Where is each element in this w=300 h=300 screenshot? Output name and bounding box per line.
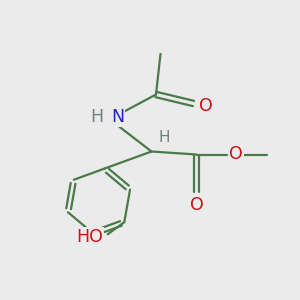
Text: HO: HO <box>76 228 103 246</box>
Text: O: O <box>229 145 243 163</box>
Text: N: N <box>111 108 124 126</box>
Text: O: O <box>190 196 203 214</box>
Text: O: O <box>199 97 213 115</box>
Text: H: H <box>158 130 169 145</box>
Text: H: H <box>90 108 103 126</box>
